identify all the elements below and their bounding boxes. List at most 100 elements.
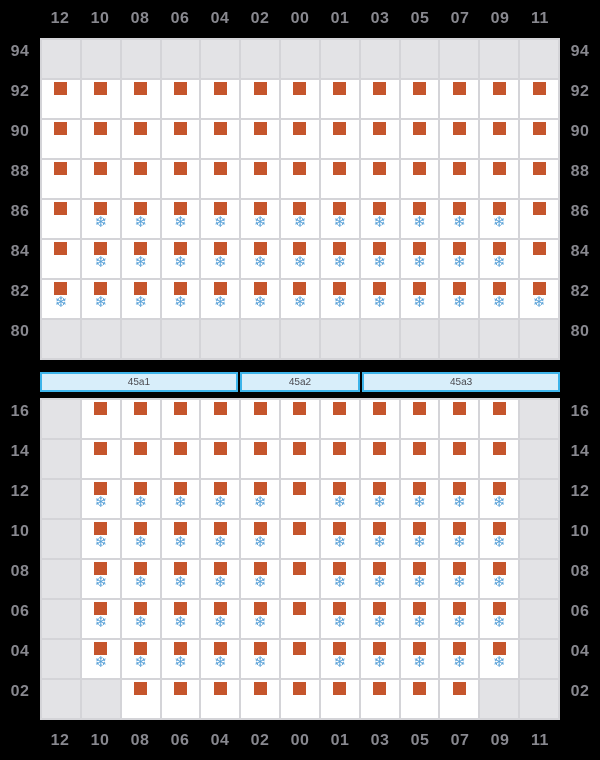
cell-above-deck-90-10-container[interactable] bbox=[81, 120, 120, 158]
cell-below-deck-06-02-reefer-container[interactable]: ❄ bbox=[241, 600, 280, 638]
cell-below-deck-16-00-container[interactable] bbox=[281, 400, 319, 438]
cell-below-deck-08-06-reefer-container[interactable]: ❄ bbox=[161, 560, 200, 598]
cell-above-deck-94-01-empty-slot[interactable] bbox=[320, 40, 359, 78]
cell-below-deck-04-00-container[interactable] bbox=[281, 640, 319, 678]
cell-below-deck-12-11-empty-slot[interactable] bbox=[520, 480, 558, 518]
cell-above-deck-82-09-reefer-container[interactable]: ❄ bbox=[480, 280, 519, 318]
bay-section-45a3[interactable]: 45a3 bbox=[362, 372, 560, 392]
cell-above-deck-80-08-empty-slot[interactable] bbox=[121, 320, 160, 358]
cell-above-deck-92-08-container[interactable] bbox=[121, 80, 160, 118]
cell-above-deck-82-06-reefer-container[interactable]: ❄ bbox=[161, 280, 200, 318]
cell-below-deck-02-04-container[interactable] bbox=[201, 680, 240, 718]
cell-above-deck-82-00-reefer-container[interactable]: ❄ bbox=[281, 280, 319, 318]
cell-below-deck-16-08-container[interactable] bbox=[121, 400, 160, 438]
cell-below-deck-12-06-reefer-container[interactable]: ❄ bbox=[161, 480, 200, 518]
cell-below-deck-02-08-container[interactable] bbox=[121, 680, 160, 718]
cell-below-deck-14-07-container[interactable] bbox=[440, 440, 479, 478]
cell-above-deck-86-01-reefer-container[interactable]: ❄ bbox=[320, 200, 359, 238]
cell-above-deck-86-09-reefer-container[interactable]: ❄ bbox=[480, 200, 519, 238]
cell-below-deck-06-08-reefer-container[interactable]: ❄ bbox=[121, 600, 160, 638]
cell-below-deck-14-02-container[interactable] bbox=[241, 440, 280, 478]
cell-below-deck-10-01-reefer-container[interactable]: ❄ bbox=[320, 520, 359, 558]
cell-above-deck-80-07-empty-slot[interactable] bbox=[440, 320, 479, 358]
cell-below-deck-12-09-reefer-container[interactable]: ❄ bbox=[480, 480, 519, 518]
cell-above-deck-80-03-empty-slot[interactable] bbox=[360, 320, 399, 358]
cell-below-deck-12-03-reefer-container[interactable]: ❄ bbox=[360, 480, 399, 518]
cell-below-deck-14-10-container[interactable] bbox=[81, 440, 120, 478]
cell-below-deck-12-02-reefer-container[interactable]: ❄ bbox=[241, 480, 280, 518]
cell-below-deck-16-06-container[interactable] bbox=[161, 400, 200, 438]
cell-above-deck-82-10-reefer-container[interactable]: ❄ bbox=[81, 280, 120, 318]
cell-above-deck-84-08-reefer-container[interactable]: ❄ bbox=[121, 240, 160, 278]
cell-above-deck-84-07-reefer-container[interactable]: ❄ bbox=[440, 240, 479, 278]
cell-above-deck-90-01-container[interactable] bbox=[320, 120, 359, 158]
cell-below-deck-08-04-reefer-container[interactable]: ❄ bbox=[201, 560, 240, 598]
cell-below-deck-16-09-container[interactable] bbox=[480, 400, 519, 438]
cell-above-deck-90-02-container[interactable] bbox=[241, 120, 280, 158]
cell-below-deck-12-07-reefer-container[interactable]: ❄ bbox=[440, 480, 479, 518]
cell-below-deck-14-00-container[interactable] bbox=[281, 440, 319, 478]
cell-below-deck-08-12-empty-slot[interactable] bbox=[42, 560, 80, 598]
cell-above-deck-82-01-reefer-container[interactable]: ❄ bbox=[320, 280, 359, 318]
cell-above-deck-84-09-reefer-container[interactable]: ❄ bbox=[480, 240, 519, 278]
cell-above-deck-80-05-empty-slot[interactable] bbox=[400, 320, 439, 358]
cell-above-deck-86-00-reefer-container[interactable]: ❄ bbox=[281, 200, 319, 238]
cell-below-deck-04-12-empty-slot[interactable] bbox=[42, 640, 80, 678]
cell-below-deck-10-05-reefer-container[interactable]: ❄ bbox=[400, 520, 439, 558]
cell-above-deck-94-09-empty-slot[interactable] bbox=[480, 40, 519, 78]
cell-above-deck-94-11-empty-slot[interactable] bbox=[520, 40, 558, 78]
cell-above-deck-86-07-reefer-container[interactable]: ❄ bbox=[440, 200, 479, 238]
cell-below-deck-04-03-reefer-container[interactable]: ❄ bbox=[360, 640, 399, 678]
cell-above-deck-90-12-container[interactable] bbox=[42, 120, 80, 158]
cell-below-deck-14-04-container[interactable] bbox=[201, 440, 240, 478]
cell-below-deck-16-10-container[interactable] bbox=[81, 400, 120, 438]
cell-above-deck-82-04-reefer-container[interactable]: ❄ bbox=[201, 280, 240, 318]
cell-above-deck-94-06-empty-slot[interactable] bbox=[161, 40, 200, 78]
bay-section-45a2[interactable]: 45a2 bbox=[239, 372, 361, 392]
cell-below-deck-08-11-empty-slot[interactable] bbox=[520, 560, 558, 598]
cell-below-deck-12-10-reefer-container[interactable]: ❄ bbox=[81, 480, 120, 518]
cell-below-deck-06-06-reefer-container[interactable]: ❄ bbox=[161, 600, 200, 638]
cell-below-deck-04-11-empty-slot[interactable] bbox=[520, 640, 558, 678]
cell-above-deck-82-07-reefer-container[interactable]: ❄ bbox=[440, 280, 479, 318]
cell-above-deck-82-08-reefer-container[interactable]: ❄ bbox=[121, 280, 160, 318]
cell-above-deck-88-05-container[interactable] bbox=[400, 160, 439, 198]
cell-above-deck-92-01-container[interactable] bbox=[320, 80, 359, 118]
cell-above-deck-94-04-empty-slot[interactable] bbox=[201, 40, 240, 78]
cell-below-deck-06-07-reefer-container[interactable]: ❄ bbox=[440, 600, 479, 638]
cell-below-deck-14-06-container[interactable] bbox=[161, 440, 200, 478]
cell-below-deck-02-03-container[interactable] bbox=[360, 680, 399, 718]
cell-below-deck-12-04-reefer-container[interactable]: ❄ bbox=[201, 480, 240, 518]
cell-above-deck-86-06-reefer-container[interactable]: ❄ bbox=[161, 200, 200, 238]
cell-below-deck-06-12-empty-slot[interactable] bbox=[42, 600, 80, 638]
cell-above-deck-84-05-reefer-container[interactable]: ❄ bbox=[400, 240, 439, 278]
cell-below-deck-16-04-container[interactable] bbox=[201, 400, 240, 438]
cell-below-deck-08-10-reefer-container[interactable]: ❄ bbox=[81, 560, 120, 598]
cell-below-deck-02-10-empty-slot[interactable] bbox=[81, 680, 120, 718]
cell-above-deck-90-08-container[interactable] bbox=[121, 120, 160, 158]
cell-below-deck-12-12-empty-slot[interactable] bbox=[42, 480, 80, 518]
cell-above-deck-80-00-empty-slot[interactable] bbox=[281, 320, 319, 358]
cell-below-deck-04-05-reefer-container[interactable]: ❄ bbox=[400, 640, 439, 678]
cell-above-deck-94-02-empty-slot[interactable] bbox=[241, 40, 280, 78]
cell-below-deck-14-11-empty-slot[interactable] bbox=[520, 440, 558, 478]
cell-above-deck-90-04-container[interactable] bbox=[201, 120, 240, 158]
cell-above-deck-84-02-reefer-container[interactable]: ❄ bbox=[241, 240, 280, 278]
cell-above-deck-92-03-container[interactable] bbox=[360, 80, 399, 118]
cell-below-deck-06-10-reefer-container[interactable]: ❄ bbox=[81, 600, 120, 638]
cell-below-deck-14-03-container[interactable] bbox=[360, 440, 399, 478]
cell-below-deck-10-06-reefer-container[interactable]: ❄ bbox=[161, 520, 200, 558]
cell-above-deck-88-07-container[interactable] bbox=[440, 160, 479, 198]
cell-above-deck-94-00-empty-slot[interactable] bbox=[281, 40, 319, 78]
cell-above-deck-88-01-container[interactable] bbox=[320, 160, 359, 198]
cell-above-deck-88-12-container[interactable] bbox=[42, 160, 80, 198]
cell-below-deck-02-01-container[interactable] bbox=[320, 680, 359, 718]
cell-below-deck-08-05-reefer-container[interactable]: ❄ bbox=[400, 560, 439, 598]
cell-above-deck-88-10-container[interactable] bbox=[81, 160, 120, 198]
cell-above-deck-84-04-reefer-container[interactable]: ❄ bbox=[201, 240, 240, 278]
cell-above-deck-92-05-container[interactable] bbox=[400, 80, 439, 118]
cell-above-deck-82-03-reefer-container[interactable]: ❄ bbox=[360, 280, 399, 318]
cell-below-deck-12-05-reefer-container[interactable]: ❄ bbox=[400, 480, 439, 518]
cell-below-deck-16-11-empty-slot[interactable] bbox=[520, 400, 558, 438]
cell-above-deck-80-12-empty-slot[interactable] bbox=[42, 320, 80, 358]
